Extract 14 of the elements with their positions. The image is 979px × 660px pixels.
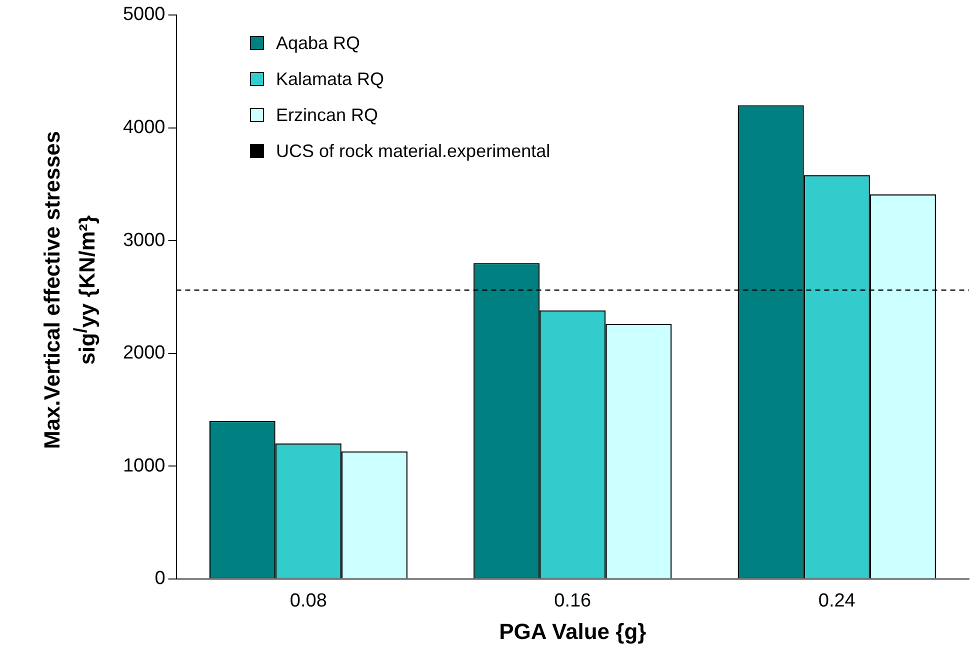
x-tick-label: 0.24 xyxy=(818,590,856,612)
y-tick-label: 1000 xyxy=(122,455,166,476)
x-tick-label: 0.08 xyxy=(290,590,327,612)
legend-label: Erzincan RQ xyxy=(276,104,378,126)
y-tick-label: 5000 xyxy=(122,4,166,26)
y-tick-label: 4000 xyxy=(122,116,166,138)
y-tick-label: 3000 xyxy=(122,230,166,251)
legend-label: Kalamata RQ xyxy=(276,68,384,90)
legend-label: UCS of rock material.experimental xyxy=(276,140,550,162)
x-axis-title: PGA Value {g} xyxy=(499,618,647,644)
y-tick-label: 0 xyxy=(154,568,166,590)
x-tick-label: 0.16 xyxy=(554,590,592,612)
legend-label: Aqaba RQ xyxy=(276,32,360,54)
y-tick-label: 2000 xyxy=(122,342,166,364)
